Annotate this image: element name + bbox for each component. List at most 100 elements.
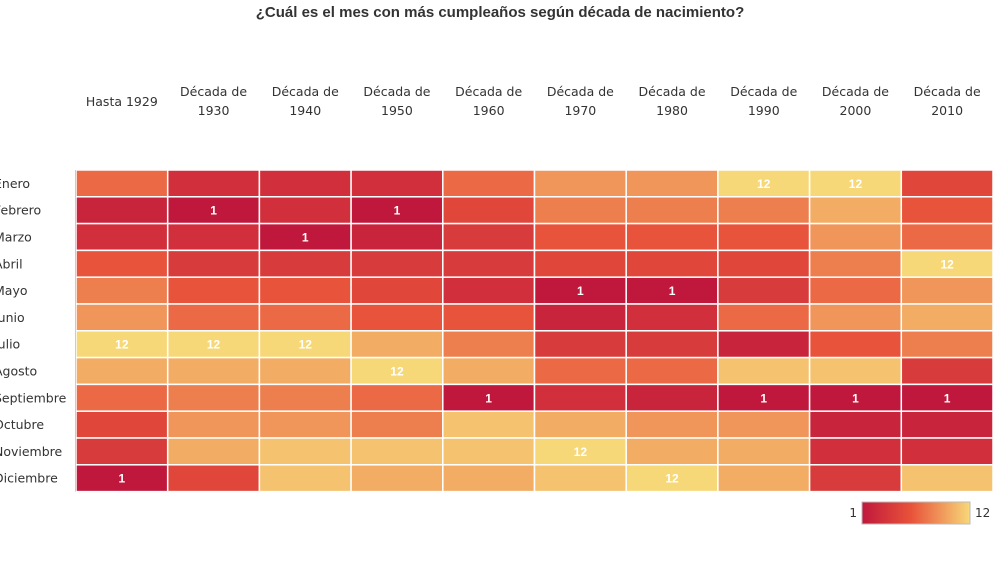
heatmap-cell xyxy=(442,437,536,466)
heatmap-cell xyxy=(625,249,719,278)
heatmap-cell xyxy=(258,276,352,305)
heatmap-cell xyxy=(166,169,261,198)
heatmap-cell xyxy=(442,356,536,386)
row-label: Noviembre xyxy=(0,444,63,459)
row-label: Septiembre xyxy=(0,390,67,405)
chart-title: ¿Cuál es el mes con más cumpleaños según… xyxy=(255,4,745,21)
heatmap-cell xyxy=(350,410,444,439)
column-label: Hasta 1929 xyxy=(86,94,158,109)
heatmap-cell xyxy=(717,410,811,439)
heatmap-cell xyxy=(258,196,352,225)
heatmap-cell xyxy=(75,383,169,412)
heatmap-cell xyxy=(717,303,811,332)
heatmap-cell xyxy=(533,303,627,332)
heatmap-cell xyxy=(258,303,352,332)
heatmap-cell xyxy=(533,249,627,278)
heatmap-cell xyxy=(350,383,444,412)
heatmap-cell xyxy=(900,464,994,493)
heatmap-cell xyxy=(625,169,719,198)
row-label: Julio xyxy=(0,337,20,352)
heatmap-cell xyxy=(717,383,811,412)
heatmap-cell xyxy=(166,222,261,252)
cell-value-label: 12 xyxy=(207,338,221,352)
heatmap-cell xyxy=(900,330,994,359)
cell-value-label: 12 xyxy=(665,472,679,486)
heatmap-cell xyxy=(258,356,352,386)
heatmap-cell xyxy=(442,276,536,305)
heatmap-cell xyxy=(808,437,903,466)
heatmap-cell xyxy=(625,222,719,252)
heatmap-cell xyxy=(900,410,994,439)
heatmap-cell xyxy=(350,169,444,198)
heatmap-cell xyxy=(717,356,811,386)
heatmap-cell xyxy=(166,356,261,386)
heatmap-cell xyxy=(442,330,536,359)
cell-value-label: 1 xyxy=(210,204,217,218)
cell-value-label: 12 xyxy=(849,177,863,191)
heatmap-cell xyxy=(258,437,352,466)
heatmap-cell xyxy=(75,437,169,466)
cell-value-label: 12 xyxy=(757,177,771,191)
cell-value-label: 1 xyxy=(577,284,584,298)
heatmap-cell xyxy=(900,383,994,412)
heatmap-cell xyxy=(75,169,169,198)
heatmap-cell xyxy=(533,383,627,412)
heatmap-cell xyxy=(900,303,994,332)
heatmap-cell xyxy=(900,276,994,305)
heatmap-cell xyxy=(533,169,627,198)
cell-value-label: 1 xyxy=(485,391,492,405)
row-label: Abril xyxy=(0,256,23,271)
column-label: Década de 1970 xyxy=(547,84,614,118)
heatmap-cell xyxy=(717,330,811,359)
heatmap-cell xyxy=(808,303,903,332)
heatmap-cell xyxy=(75,276,169,305)
heatmap-cell xyxy=(625,303,719,332)
heatmap-cell xyxy=(166,276,261,305)
row-label: Agosto xyxy=(0,364,37,379)
cell-value-label: 12 xyxy=(299,338,313,352)
heatmap-cell xyxy=(625,437,719,466)
row-label: Octubre xyxy=(0,417,44,432)
heatmap-cell xyxy=(350,249,444,278)
heatmap-cell xyxy=(442,169,536,198)
heatmap-cell xyxy=(258,169,352,198)
heatmap-cell xyxy=(350,276,444,305)
heatmap-cell xyxy=(808,356,903,386)
heatmap-cell xyxy=(900,437,994,466)
heatmap-cell xyxy=(900,356,994,386)
heatmap-cell xyxy=(258,383,352,412)
cell-value-label: 1 xyxy=(760,391,767,405)
cell-value-label: 12 xyxy=(115,338,129,352)
heatmap-cell xyxy=(900,169,994,198)
heatmap-cell xyxy=(900,196,994,225)
column-label: Década de 2000 xyxy=(822,84,889,118)
row-label: Junio xyxy=(0,310,25,325)
heatmap-cell xyxy=(625,410,719,439)
cell-value-label: 12 xyxy=(574,445,588,459)
cell-value-label: 1 xyxy=(944,391,951,405)
heatmap-cell xyxy=(533,276,627,305)
cell-value-label: 12 xyxy=(390,365,404,379)
row-label: Diciembre xyxy=(0,471,58,486)
cell-value-label: 1 xyxy=(852,391,859,405)
row-label: Enero xyxy=(0,176,30,191)
heatmap-cell xyxy=(808,383,903,412)
heatmap-cell xyxy=(717,464,811,493)
heatmap-cell xyxy=(442,410,536,439)
heatmap-cell xyxy=(625,383,719,412)
heatmap-cell xyxy=(442,383,536,412)
heatmap-cell xyxy=(717,437,811,466)
column-label: Década de 2010 xyxy=(914,84,981,118)
heatmap-cell xyxy=(717,276,811,305)
heatmap-cell xyxy=(717,196,811,225)
row-label: Febrero xyxy=(0,203,41,218)
heatmap-cell xyxy=(166,249,261,278)
cell-value-label: 12 xyxy=(940,257,954,271)
cell-value-label: 1 xyxy=(394,204,401,218)
heatmap-cell xyxy=(75,464,169,493)
row-label: Marzo xyxy=(0,230,32,245)
heatmap-cell xyxy=(258,464,352,493)
heatmap-cell xyxy=(900,222,994,252)
heatmap-cell xyxy=(808,410,903,439)
heatmap-cell xyxy=(442,196,536,225)
